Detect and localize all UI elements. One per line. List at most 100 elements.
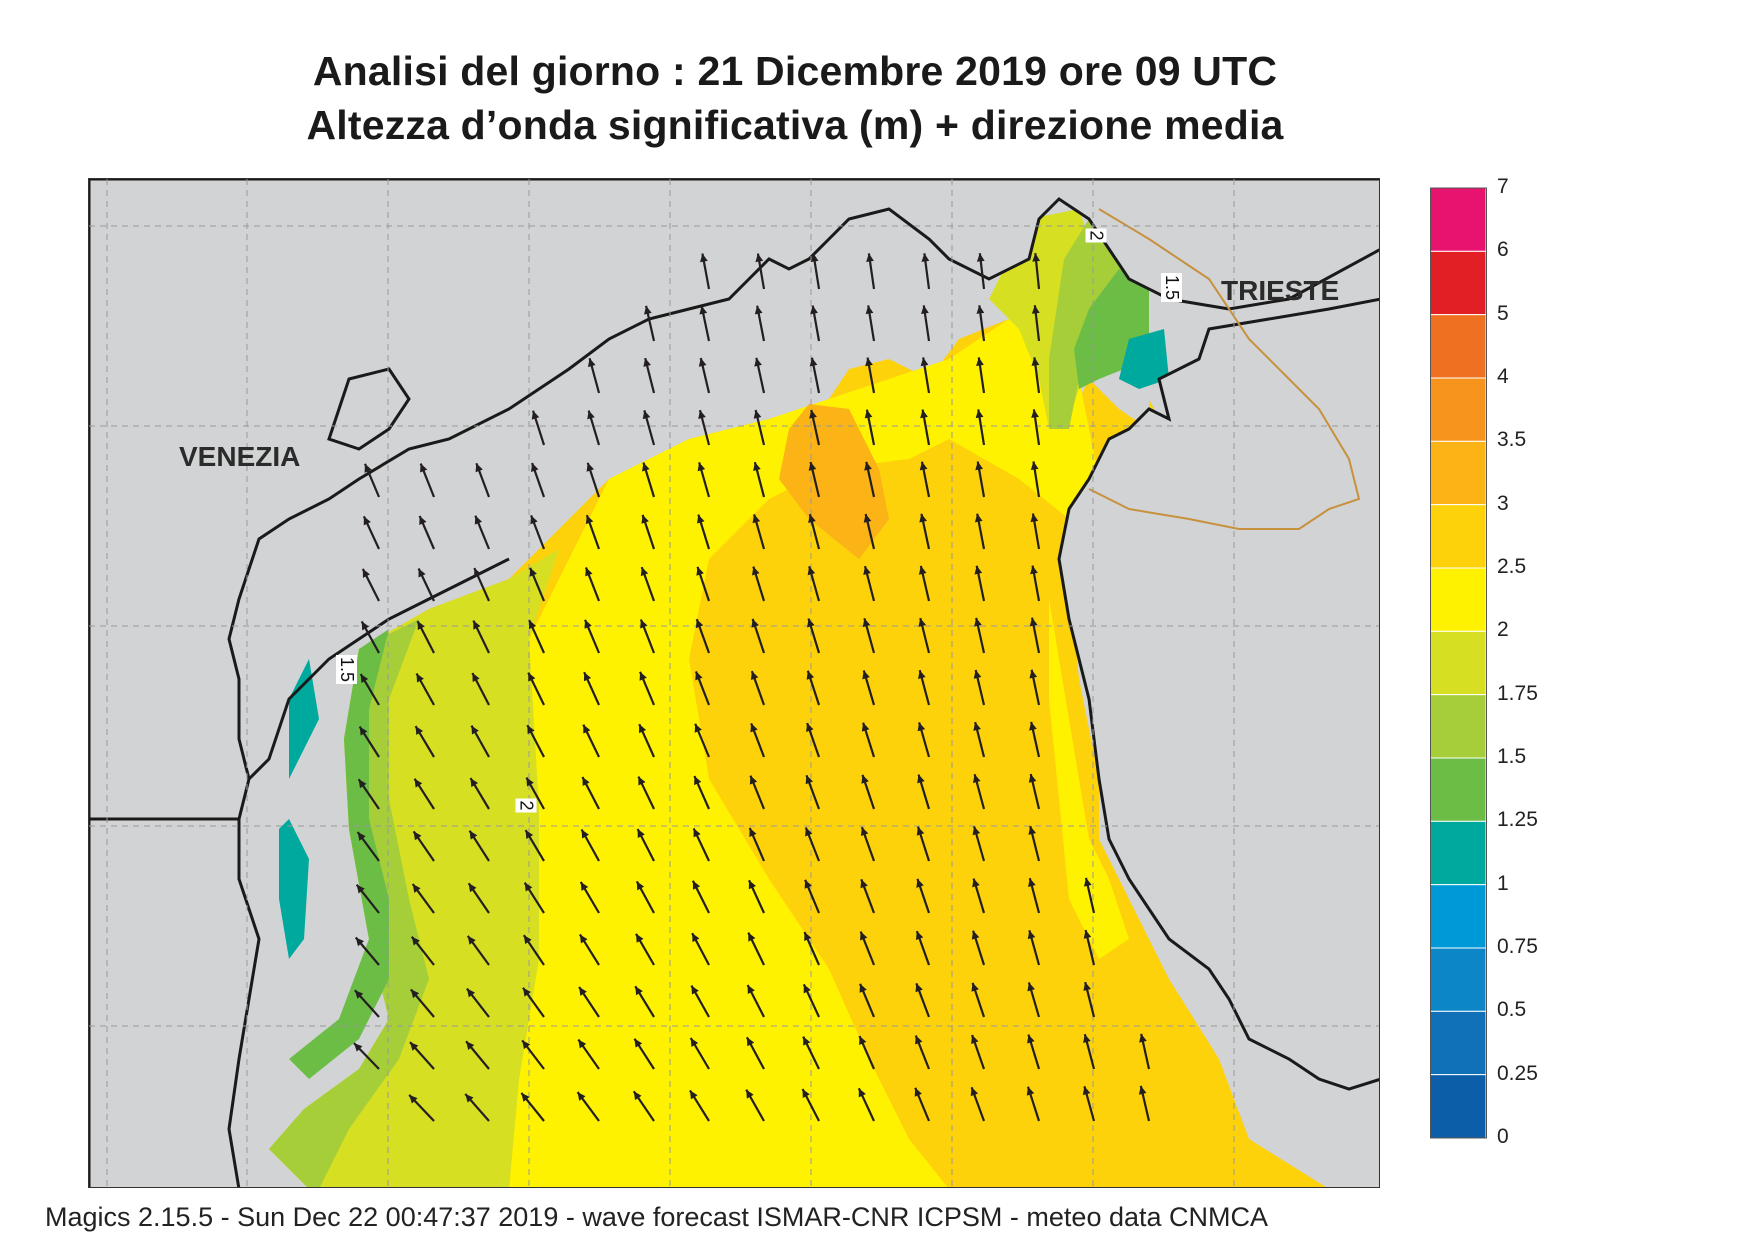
wave-direction-arrow	[861, 722, 876, 758]
wave-direction-arrow	[745, 1089, 765, 1122]
border-line	[1088, 208, 1361, 530]
wave-direction-arrow	[864, 409, 876, 446]
wave-direction-arrow	[523, 882, 545, 914]
wave-direction-arrow	[576, 1091, 600, 1122]
wave-direction-arrow	[970, 1086, 986, 1122]
legend-swatch	[1430, 1010, 1487, 1076]
wave-direction-arrow	[410, 988, 435, 1018]
wave-direction-arrow	[920, 409, 931, 446]
wave-direction-arrow	[810, 305, 821, 342]
wave-direction-arrow	[585, 514, 601, 550]
wave-direction-arrow	[974, 565, 986, 602]
wave-direction-arrow	[418, 515, 436, 550]
wave-direction-arrow	[635, 880, 655, 914]
wave-direction-arrow	[751, 618, 766, 654]
wave-direction-arrow	[1029, 721, 1041, 758]
wave-direction-arrow	[976, 253, 986, 290]
contour-label: 1.5	[336, 654, 358, 685]
wave-direction-arrow	[691, 880, 710, 914]
wave-direction-arrow	[857, 1087, 875, 1122]
wave-direction-arrow	[862, 618, 876, 654]
legend-tick-label: 0.75	[1497, 935, 1538, 958]
wave-direction-arrow	[863, 513, 876, 550]
wave-direction-arrow	[808, 513, 821, 550]
wave-direction-arrow	[587, 410, 601, 446]
wave-direction-arrow	[363, 463, 381, 498]
wave-direction-arrow	[408, 1094, 435, 1122]
footer-credits: Magics 2.15.5 - Sun Dec 22 00:47:37 2019…	[45, 1202, 1269, 1232]
wave-direction-arrow	[640, 566, 656, 602]
wave-direction-arrow	[750, 670, 766, 706]
legend-swatch	[1430, 884, 1487, 949]
wave-direction-arrow	[858, 1035, 876, 1070]
legend-tick-label: 1	[1497, 871, 1509, 895]
wave-direction-arrow	[521, 1039, 545, 1070]
wave-direction-arrow	[915, 930, 931, 966]
wave-direction-arrow	[464, 1093, 490, 1122]
wave-direction-arrow	[690, 985, 710, 1018]
wave-direction-arrow	[753, 461, 766, 498]
wave-direction-arrow	[804, 827, 821, 862]
wave-direction-arrow	[753, 409, 766, 446]
wave-direction-arrow	[1031, 305, 1041, 342]
venezia-coast-line	[247, 557, 510, 781]
wave-direction-arrow	[806, 670, 821, 706]
wave-direction-arrow	[579, 881, 600, 914]
wave-direction-arrow	[587, 357, 601, 394]
wave-direction-arrow	[466, 935, 490, 966]
wave-direction-arrow	[531, 462, 546, 498]
wave-direction-arrow	[755, 253, 766, 290]
wave-direction-arrow	[810, 253, 821, 290]
wave-direction-arrow	[469, 777, 490, 810]
wave-direction-arrow	[522, 934, 545, 966]
wave-direction-arrow	[864, 461, 876, 498]
wave-direction-arrow	[635, 933, 655, 966]
wave-direction-arrow	[1026, 1086, 1041, 1122]
wave-direction-arrow	[859, 931, 876, 966]
wave-direction-arrow	[1031, 357, 1041, 394]
wave-direction-arrow	[975, 461, 986, 498]
wave-direction-arrow	[974, 617, 986, 654]
legend-tick-label: 5	[1497, 301, 1509, 325]
wave-direction-arrow	[698, 357, 711, 394]
land-east-coast	[1057, 297, 1379, 1091]
wave-direction-arrow	[586, 462, 601, 498]
band-2-2.5	[509, 319, 1099, 1187]
wave-direction-arrow	[634, 985, 655, 1018]
wave-direction-arrow	[807, 566, 821, 602]
wave-direction-arrow	[689, 1089, 710, 1122]
band-1-1.25	[289, 659, 319, 779]
wave-direction-arrow	[689, 1037, 710, 1070]
wave-direction-arrow	[919, 513, 931, 550]
wave-direction-arrow	[358, 726, 380, 758]
wave-direction-arrow	[413, 778, 435, 810]
wave-direction-arrow	[973, 721, 986, 758]
wave-direction-arrow	[412, 830, 435, 862]
wave-direction-arrow	[1138, 1085, 1151, 1122]
wave-height-map	[89, 179, 1379, 1187]
wave-direction-arrow	[971, 982, 986, 1018]
wave-direction-arrow	[916, 878, 931, 914]
legend-tick-label: 1.75	[1497, 681, 1538, 705]
wave-direction-arrow	[803, 931, 821, 966]
wave-direction-arrow	[1029, 617, 1041, 654]
wave-direction-arrow	[921, 253, 931, 290]
wave-direction-arrow	[699, 305, 711, 342]
wave-direction-arrow	[526, 724, 545, 758]
wave-direction-arrow	[1029, 669, 1041, 706]
wave-direction-arrow	[638, 723, 656, 758]
wave-direction-arrow	[1083, 981, 1096, 1018]
wave-direction-arrow	[863, 565, 876, 602]
wave-direction-arrow	[1083, 877, 1096, 914]
wave-direction-arrow	[752, 566, 766, 602]
wave-direction-arrow	[1030, 513, 1041, 550]
legend-tick-label: 0.25	[1497, 1061, 1538, 1085]
band-3-3.5	[779, 404, 889, 559]
wave-direction-arrow	[524, 829, 545, 862]
wave-direction-arrow	[583, 671, 601, 706]
wave-direction-arrow	[414, 725, 435, 758]
legend-tick-label: 4	[1497, 365, 1509, 388]
wave-direction-arrow	[525, 777, 545, 810]
wave-direction-arrow	[918, 669, 931, 706]
wave-direction-arrow	[695, 618, 711, 654]
